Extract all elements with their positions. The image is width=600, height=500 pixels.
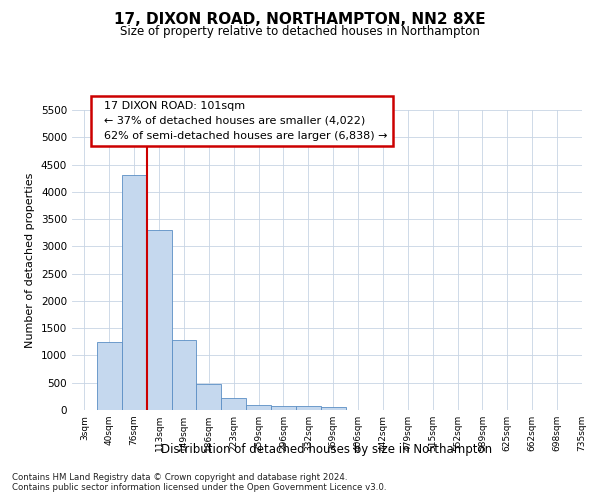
Bar — [296, 406, 321, 410]
Text: Contains HM Land Registry data © Crown copyright and database right 2024.: Contains HM Land Registry data © Crown c… — [12, 472, 347, 482]
Text: Distribution of detached houses by size in Northampton: Distribution of detached houses by size … — [161, 442, 493, 456]
Text: Size of property relative to detached houses in Northampton: Size of property relative to detached ho… — [120, 25, 480, 38]
Text: 17, DIXON ROAD, NORTHAMPTON, NN2 8XE: 17, DIXON ROAD, NORTHAMPTON, NN2 8XE — [114, 12, 486, 28]
Y-axis label: Number of detached properties: Number of detached properties — [25, 172, 35, 348]
Bar — [271, 406, 296, 410]
Bar — [246, 404, 271, 410]
Bar — [97, 342, 122, 410]
Bar — [196, 384, 221, 410]
Bar — [321, 407, 346, 410]
Text: Contains public sector information licensed under the Open Government Licence v3: Contains public sector information licen… — [12, 484, 386, 492]
Text: 17 DIXON ROAD: 101sqm
  ← 37% of detached houses are smaller (4,022)
  62% of se: 17 DIXON ROAD: 101sqm ← 37% of detached … — [97, 101, 388, 140]
Bar — [146, 230, 172, 410]
Bar — [122, 176, 146, 410]
Bar — [172, 340, 196, 410]
Bar — [221, 398, 246, 410]
